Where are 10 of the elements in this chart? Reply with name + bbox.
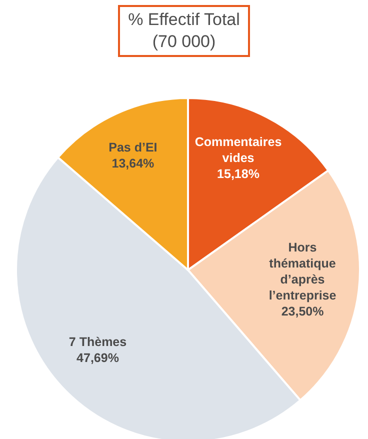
data-label: 15,18%: [217, 167, 260, 182]
chart-title: % Effectif Total: [128, 9, 240, 31]
slice-label: Commentaires vides: [194, 135, 282, 166]
slice-label: Hors thématique d’après l’entreprise: [268, 240, 336, 303]
data-label: 23,50%: [281, 304, 324, 319]
slice-label: Pas d’EI: [108, 140, 158, 154]
data-label: 47,69%: [76, 351, 119, 366]
chart-subtitle: (70 000): [151, 31, 217, 53]
slice-label: 7 Thèmes: [68, 335, 127, 350]
data-label: 13,64%: [112, 156, 154, 170]
